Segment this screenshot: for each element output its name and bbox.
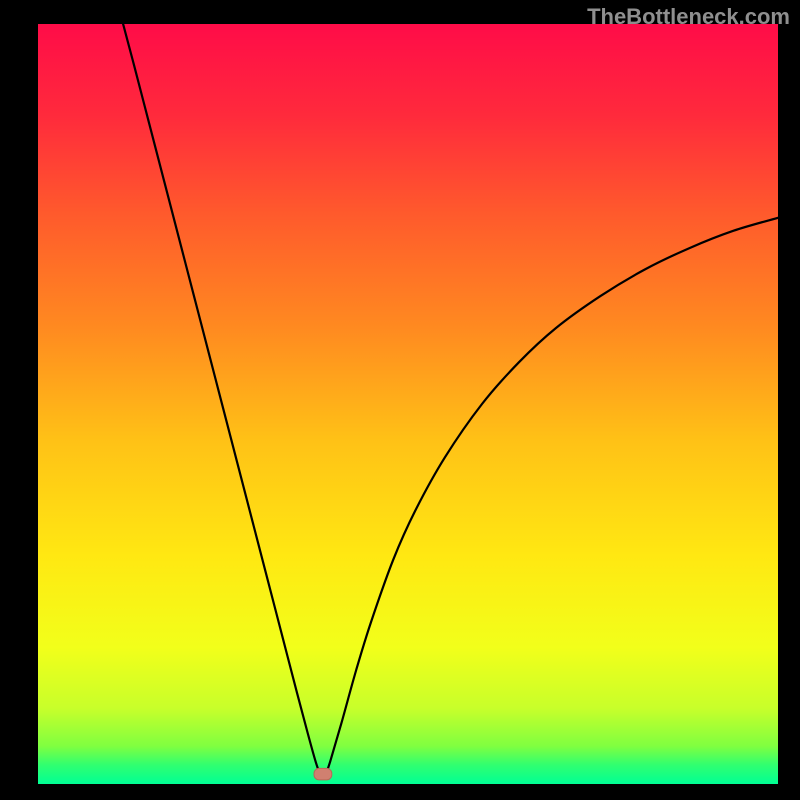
optimal-point-marker — [314, 768, 332, 779]
chart-container: TheBottleneck.com — [0, 0, 800, 800]
bottleneck-chart — [38, 24, 778, 784]
watermark-text: TheBottleneck.com — [587, 4, 790, 30]
gradient-background — [38, 24, 778, 784]
